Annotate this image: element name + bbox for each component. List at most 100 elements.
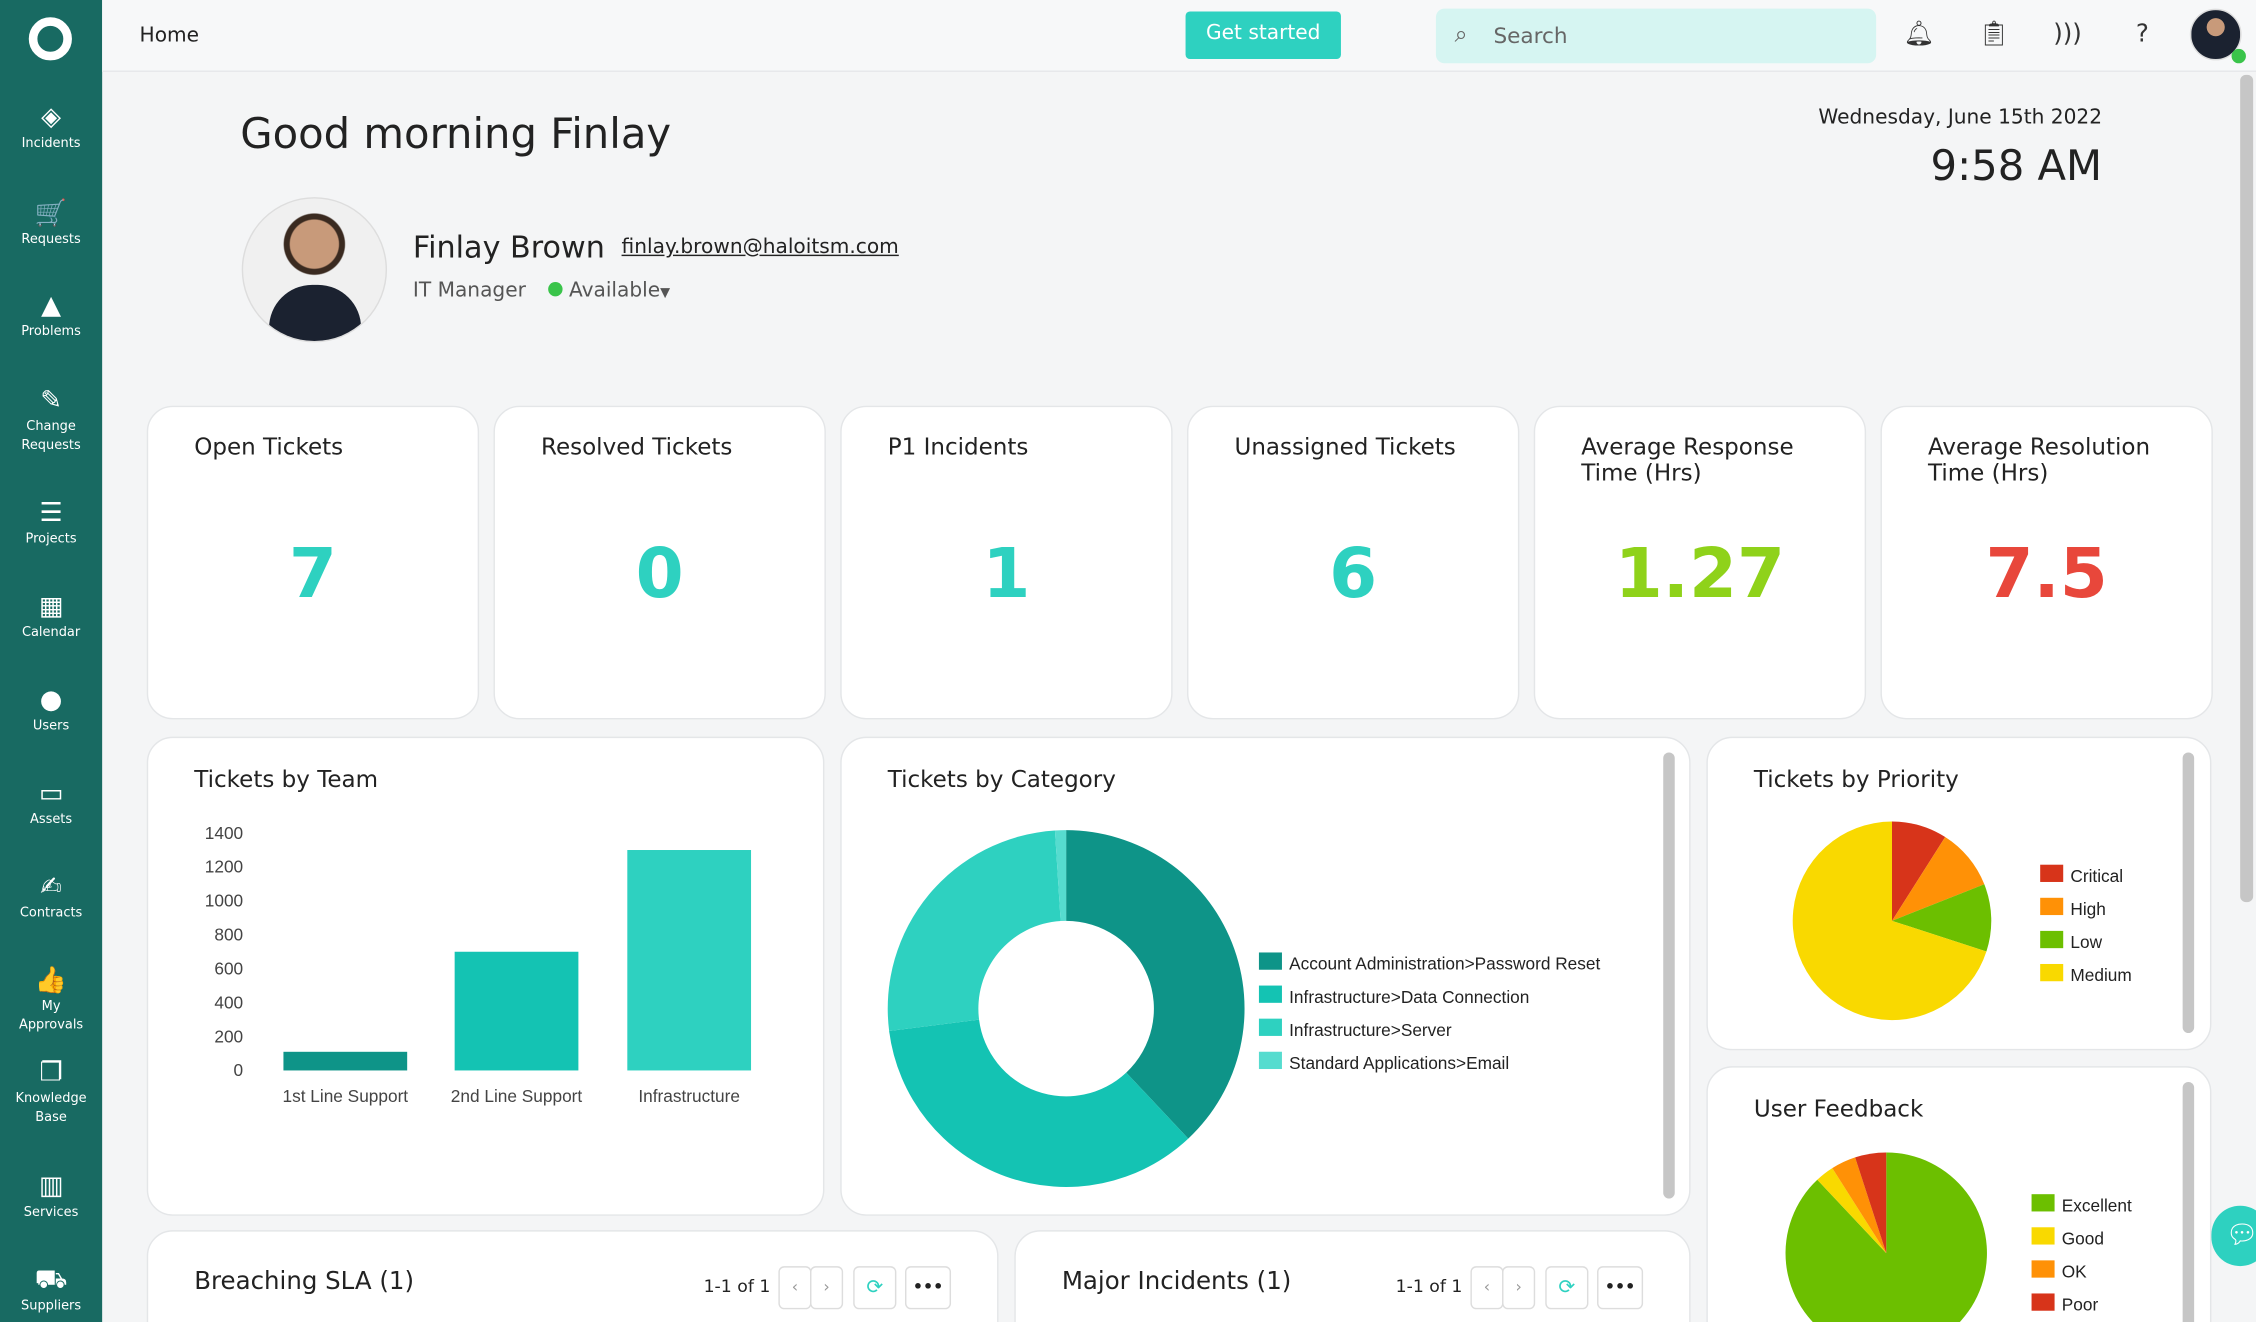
legend-label: Standard Applications>Email — [1289, 1053, 1509, 1073]
more-options-button[interactable]: ••• — [904, 1266, 952, 1310]
greeting: Good morning Finlay — [240, 109, 672, 159]
legend-swatch — [1258, 1018, 1282, 1036]
caret-down-icon: ▼ — [660, 286, 671, 301]
table-title: Breaching SLA (1) — [194, 1267, 414, 1297]
search-input[interactable]: ⌕ Search — [1435, 8, 1877, 64]
breadcrumb-home[interactable]: Home — [139, 24, 200, 48]
next-page-button[interactable]: › — [1502, 1266, 1536, 1310]
help-icon[interactable]: ? — [2135, 20, 2149, 49]
sidebar-item-suppliers[interactable]: ⛟ Suppliers — [0, 1263, 102, 1316]
kpi-value: 0 — [635, 533, 684, 615]
clipboard-icon[interactable]: 📋︎ — [1978, 20, 2010, 49]
more-options-button[interactable]: ••• — [1597, 1266, 1644, 1310]
slice-poor — [1855, 1152, 1887, 1254]
legend-swatch — [2040, 930, 2064, 949]
legend-swatch — [2040, 864, 2064, 882]
prev-page-button[interactable]: ‹ — [778, 1266, 812, 1310]
kpi-title: Unassigned Tickets — [1234, 433, 1456, 461]
get-started-button[interactable]: Get started — [1185, 11, 1341, 59]
legend-swatch — [1258, 1051, 1282, 1070]
profile-role: IT Manager — [412, 279, 526, 303]
sidebar-item-knowledge-base[interactable]: ❐ Knowledge Base — [0, 1056, 102, 1128]
kpi-value: 7 — [288, 533, 337, 615]
sidebar-item-change-requests[interactable]: ✎ Change Requests — [0, 384, 102, 456]
edit-icon: ✎ — [40, 385, 62, 416]
legend-swatch — [2040, 897, 2064, 916]
contract-icon: ✍ — [40, 871, 62, 903]
legend-swatch — [2031, 1260, 2055, 1278]
next-page-button[interactable]: › — [810, 1266, 844, 1310]
time: 9:58 AM — [1930, 141, 2103, 190]
tickets-by-priority-chart: Critical High Low Medium — [1792, 821, 2132, 1021]
slice-infrastructure-server — [887, 830, 1061, 1031]
sidebar-item-calendar[interactable]: ▦ Calendar — [0, 590, 102, 643]
card-scrollbar[interactable] — [2182, 1081, 2195, 1322]
feed-icon[interactable]: ))) — [2053, 20, 2082, 49]
kpi-title: Average Resolution Time (Hrs) — [1927, 433, 2151, 487]
user-avatar[interactable] — [2189, 8, 2242, 61]
legend-swatch — [2031, 1194, 2055, 1212]
sidebar-item-label: Assets — [29, 812, 73, 828]
online-status-dot — [2231, 48, 2246, 64]
sidebar-item-my-approvals[interactable]: 👍 My Approvals — [0, 964, 102, 1036]
user-feedback-card: User Feedback Excellent Good OK Poor — [1706, 1066, 2212, 1322]
user-feedback-chart: Excellent Good OK Poor — [1785, 1152, 2132, 1322]
tickets-by-priority-card: Tickets by Priority Critical High Low Mediu… — [1706, 736, 2212, 1051]
legend-label: Poor — [2062, 1295, 2099, 1315]
sidebar-item-requests[interactable]: 🛒 Requests — [0, 197, 102, 250]
sidebar-item-users[interactable]: ● Users — [0, 683, 102, 736]
kpi-title: Average Response Time (Hrs) — [1581, 433, 1794, 487]
kpi-card[interactable]: Average Response Time (Hrs) 1.27 — [1533, 405, 1867, 720]
kpi-card[interactable]: Average Resolution Time (Hrs) 7.5 — [1880, 405, 2213, 720]
availability-dropdown[interactable]: Available▼ — [548, 279, 670, 302]
pagination-label: 1-1 of 1 — [1395, 1276, 1463, 1297]
y-tick-label: 0 — [234, 1060, 244, 1080]
kpi-title: Resolved Tickets — [540, 433, 733, 461]
sidebar-item-services[interactable]: ▥ Services — [0, 1170, 102, 1223]
profile-photo — [241, 197, 388, 343]
refresh-icon[interactable]: ⟳ — [853, 1266, 897, 1310]
profile-email-link[interactable]: finlay.brown@haloitsm.com — [621, 235, 899, 259]
sidebar-item-projects[interactable]: ☰ Projects — [0, 496, 102, 549]
card-scrollbar[interactable] — [1663, 752, 1675, 1199]
warning-icon: ▲ — [41, 290, 62, 321]
card-scrollbar[interactable] — [2182, 752, 2195, 1034]
prev-page-button[interactable]: ‹ — [1470, 1266, 1504, 1310]
slice-low — [1891, 884, 1992, 952]
x-tick-label: 2nd Line Support — [451, 1086, 583, 1106]
kpi-card[interactable]: P1 Incidents 1 — [840, 405, 1173, 720]
sidebar-item-label: Users — [32, 719, 70, 734]
legend-swatch — [2031, 1227, 2055, 1245]
sidebar-item-label: Suppliers — [21, 1299, 82, 1314]
x-tick-label: Infrastructure — [638, 1086, 740, 1106]
chat-icon[interactable]: 💬︎ — [2211, 1205, 2256, 1267]
chart-title: Tickets by Category — [887, 765, 1116, 793]
y-tick-label: 1400 — [205, 823, 243, 843]
sidebar-item-assets[interactable]: ▭ Assets — [0, 777, 102, 830]
y-tick-label: 800 — [214, 925, 243, 945]
kpi-card[interactable]: Unassigned Tickets 6 — [1186, 405, 1520, 720]
tickets-by-team-card: Tickets by Team 0 200 400 600 800 1000 1200 140… — [146, 736, 825, 1216]
halo-logo[interactable] — [28, 17, 72, 61]
legend-swatch — [2031, 1293, 2055, 1311]
kpi-title: Open Tickets — [194, 433, 344, 461]
thumbs-up-icon: 👍 — [34, 965, 68, 996]
sidebar-item-label: Services — [23, 1205, 79, 1221]
date: Wednesday, June 15th 2022 — [1818, 106, 2103, 130]
user-icon: ● — [39, 684, 63, 716]
sidebar-item-contracts[interactable]: ✍ Contracts — [0, 870, 102, 923]
y-tick-label: 1200 — [205, 857, 243, 877]
slice-infrastructure-data-connection — [889, 1019, 1189, 1187]
legend-swatch — [2040, 963, 2064, 982]
sidebar-item-incidents[interactable]: ◈ Incidents — [0, 101, 102, 154]
table-card-major-incidents: Major Incidents (1) 1-1 of 1 ‹ › ⟳ ••• — [1014, 1230, 1691, 1322]
kpi-card[interactable]: Resolved Tickets 0 — [493, 405, 826, 720]
ticket-icon: ◈ — [41, 102, 62, 133]
sidebar-item-problems[interactable]: ▲ Problems — [0, 289, 102, 342]
slice-medium — [1792, 821, 1987, 1021]
bell-icon[interactable]: 🔔︎ — [1903, 20, 1935, 49]
refresh-icon[interactable]: ⟳ — [1545, 1266, 1589, 1310]
page-scrollbar[interactable] — [2240, 74, 2254, 903]
kpi-card[interactable]: Open Tickets 7 — [146, 405, 480, 720]
truck-icon: ⛟ — [34, 1264, 68, 1295]
